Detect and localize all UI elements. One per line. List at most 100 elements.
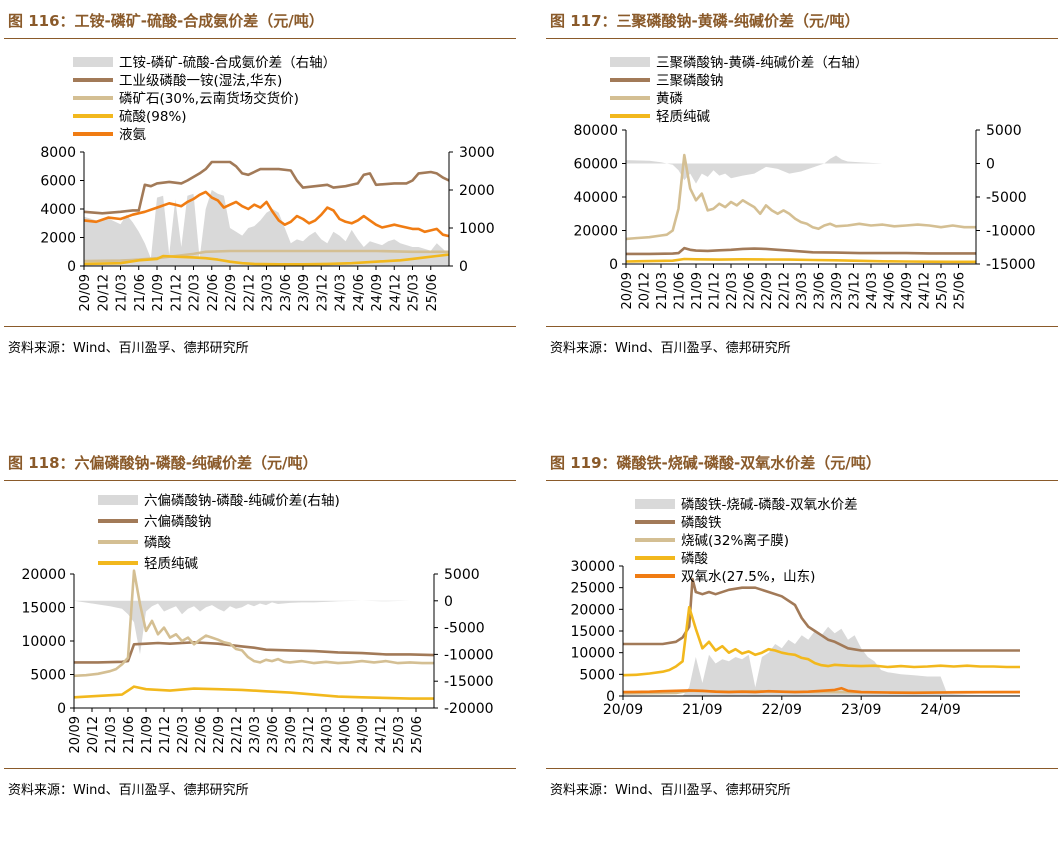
x-tick-label: 21/09 [140, 716, 155, 753]
y-left-tick-label: 30000 [570, 559, 615, 575]
x-tick-label: 25/03 [407, 274, 422, 311]
series-line-2 [73, 569, 434, 678]
series-line-1 [626, 246, 976, 256]
y-right-tick-label: -5000 [444, 621, 485, 637]
legend-label: 磷酸 [144, 535, 171, 551]
chart-117: 0 20000 40000 60000 80000 -15000 -10000 -5000 0 5… [573, 55, 1036, 309]
y-left-tick-label: 15000 [21, 601, 66, 617]
x-tick-label: 22/09 [212, 716, 227, 753]
title-rule [4, 38, 516, 39]
legend-label: 磷酸铁 [681, 515, 722, 531]
x-tick-label: 21/03 [115, 274, 130, 311]
series-line-1 [83, 160, 450, 215]
legend-label: 工铵-磷矿-硫酸-合成氨价差（右轴） [119, 55, 336, 71]
legend-label: 工业级磷酸一铵(湿法,华东) [119, 73, 282, 89]
x-tick-label: 23/09 [284, 716, 299, 753]
y-left-tick-label: 60000 [573, 157, 618, 173]
y-right-tick-label: 5000 [444, 567, 480, 583]
y-right-tick-label: 5000 [986, 123, 1022, 139]
x-tick-label: 23/12 [315, 274, 330, 311]
x-tick-label: 23/03 [795, 272, 810, 309]
title-rule [546, 38, 1058, 39]
legend-swatch-area [610, 57, 650, 67]
x-tick-label: 24/12 [374, 716, 389, 753]
source-note: 资料来源：Wind、百川盈孚、德邦研究所 [550, 783, 791, 798]
y-left-tick-label: 0 [67, 259, 76, 275]
y-left-tick-label: 8000 [40, 145, 76, 161]
y-right-tick-label: -20000 [444, 701, 494, 717]
x-tick-label: 22/12 [778, 272, 793, 309]
x-tick-label: 24/06 [883, 272, 898, 309]
y-left-tick-label: 40000 [573, 190, 618, 206]
x-tick-label: 25/03 [392, 716, 407, 753]
y-left-tick-label: 2000 [40, 231, 76, 247]
title-rule [4, 480, 516, 481]
x-tick-label: 23/06 [266, 716, 281, 753]
y-left-tick-label: 20000 [570, 602, 615, 618]
x-tick-label: 21/06 [673, 272, 688, 309]
y-right-tick-label: -5000 [986, 190, 1027, 206]
x-tick-label: 25/06 [425, 274, 440, 311]
y-right-tick-label: 0 [444, 594, 453, 610]
legend-swatch-area [98, 495, 138, 505]
source-rule [4, 326, 516, 327]
legend-label: 黄磷 [656, 91, 683, 107]
x-tick-label: 24/12 [918, 272, 933, 309]
x-tick-label: 24/09 [900, 272, 915, 309]
x-tick-label: 21/12 [169, 274, 184, 311]
x-tick-label: 25/03 [935, 272, 950, 309]
series-line-1 [623, 577, 1020, 652]
x-tick-label: 23/12 [848, 272, 863, 309]
series-area-0 [84, 190, 449, 266]
x-tick-label: 22/09 [762, 702, 802, 718]
chart-118: 0 5000 10000 15000 20000 -20000 -15000 -10000 -5… [21, 493, 494, 753]
x-tick-label: 20/09 [603, 702, 643, 718]
x-tick-label: 21/06 [133, 274, 148, 311]
x-tick-label: 21/03 [104, 716, 119, 753]
x-tick-label: 23/09 [297, 274, 312, 311]
series-area-0 [626, 155, 976, 184]
source-note: 资料来源：Wind、百川盈孚、德邦研究所 [8, 341, 249, 356]
chart-116: 0 2000 4000 6000 8000 0 1000 2000 3000 20/09 20/12… [40, 55, 495, 311]
x-tick-label: 21/12 [708, 272, 723, 309]
x-tick-label: 20/12 [638, 272, 653, 309]
y-left-tick-label: 20000 [21, 567, 66, 583]
y-left-tick-label: 4000 [40, 202, 76, 218]
panel-118: 图 118：六偏磷酸钠-磷酸-纯碱价差（元/吨） 0 5000 10000 15000… [4, 446, 520, 841]
legend-label: 磷矿石(30%,云南货场交货价) [119, 90, 299, 107]
y-right-tick-label: -10000 [986, 224, 1036, 240]
x-tick-label: 25/06 [410, 716, 425, 753]
y-left-tick-label: 6000 [40, 174, 76, 190]
y-right-tick-label: -15000 [444, 674, 494, 690]
y-left-tick-label: 10000 [570, 646, 615, 662]
x-tick-label: 24/09 [356, 716, 371, 753]
x-tick-label: 24/03 [865, 272, 880, 309]
x-tick-label: 22/12 [230, 716, 245, 753]
y-right-tick-label: 1000 [459, 221, 495, 237]
legend-label: 烧碱(32%离子膜) [681, 532, 789, 549]
series-area-0 [74, 600, 434, 655]
x-tick-label: 21/09 [682, 702, 722, 718]
source-rule [4, 768, 516, 769]
y-right-tick-label: 0 [986, 157, 995, 173]
legend-swatch-area [73, 57, 113, 67]
y-left-tick-label: 15000 [570, 624, 615, 640]
y-left-tick-label: 20000 [573, 224, 618, 240]
x-tick-label: 21/09 [151, 274, 166, 311]
y-left-tick-label: 80000 [573, 123, 618, 139]
x-tick-label: 24/06 [352, 274, 367, 311]
y-left-tick-label: 0 [57, 701, 66, 717]
series-line-3 [83, 253, 450, 266]
series-area-0 [623, 626, 1020, 696]
x-tick-label: 22/09 [224, 274, 239, 311]
legend-label: 轻质纯碱 [144, 556, 198, 572]
y-right-tick-label: -10000 [444, 647, 494, 663]
x-tick-label: 22/06 [206, 274, 221, 311]
x-tick-label: 23/03 [248, 716, 263, 753]
x-tick-label: 23/09 [841, 702, 881, 718]
x-tick-label: 22/06 [194, 716, 209, 753]
legend-label: 六偏磷酸钠-磷酸-纯碱价差(右轴) [144, 493, 340, 509]
series-line-3 [625, 257, 976, 264]
legend-label: 六偏磷酸钠 [144, 514, 212, 530]
y-left-tick-label: 0 [609, 257, 618, 273]
